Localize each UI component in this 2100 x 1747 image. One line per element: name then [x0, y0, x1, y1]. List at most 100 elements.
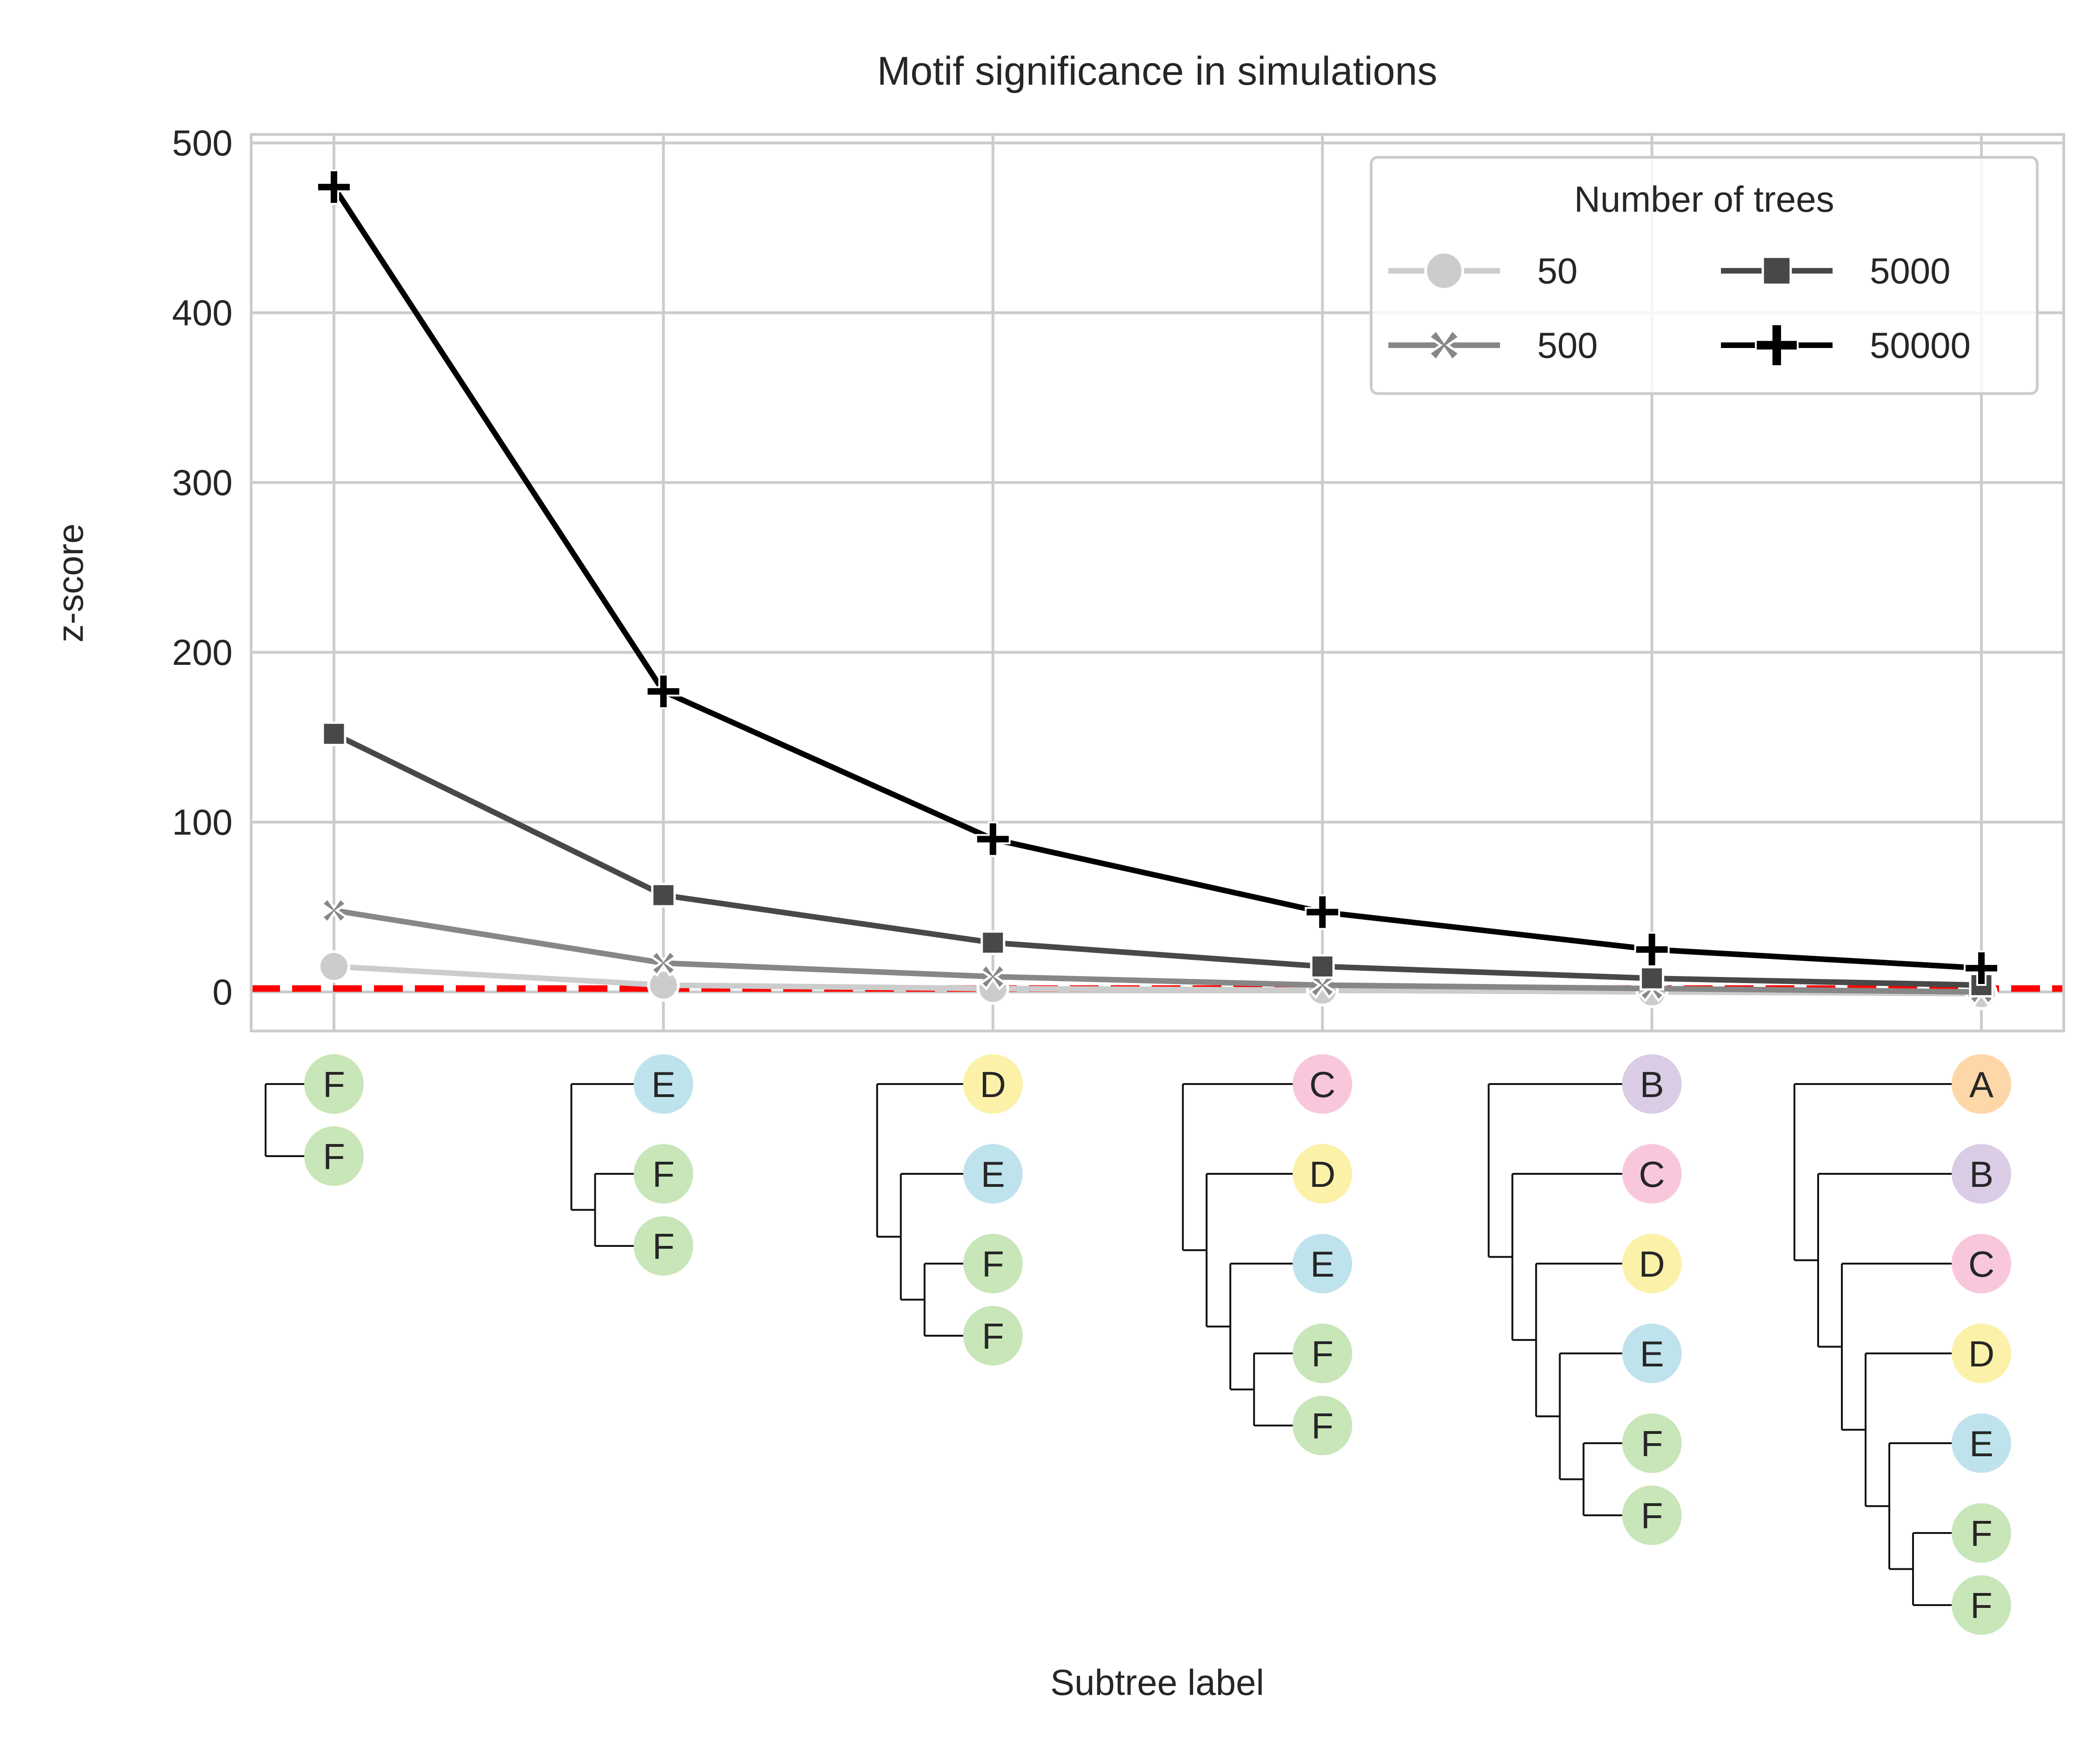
legend-label: 5000: [1870, 250, 1951, 291]
series-line-50: [331, 964, 1984, 997]
leaf-node: [1622, 1054, 1682, 1114]
y-tick-label: 100: [172, 802, 233, 843]
series-5000: [321, 721, 1994, 997]
legend[interactable]: Number of trees 50 500 5000 50000: [1370, 156, 2039, 395]
leaf-label: D: [1639, 1244, 1665, 1285]
leaf-node: [963, 1144, 1023, 1204]
leaf-node: [963, 1306, 1023, 1365]
chart-title: Motif significance in simulations: [877, 49, 1438, 94]
leaf-node: [1293, 1144, 1353, 1204]
leaf-node: [1952, 1575, 2011, 1635]
y-axis-label: z-score: [50, 523, 91, 643]
leaf-label: F: [323, 1136, 345, 1177]
legend-entry-5000: 5000: [1721, 250, 1951, 291]
legend-entry-500: 500: [1388, 325, 1598, 366]
data-point-50: [318, 950, 350, 983]
leaf-node: [1293, 1234, 1353, 1293]
leaf-label: F: [653, 1154, 675, 1195]
leaf-label: A: [1969, 1064, 1993, 1105]
leaf-label: F: [1970, 1585, 1993, 1626]
legend-marker: [1755, 323, 1799, 367]
plot-frame: [250, 133, 2065, 1032]
data-point-5000: [321, 721, 347, 746]
leaf-node: [1622, 1144, 1682, 1204]
data-point-5000: [1640, 966, 1665, 991]
legend-marker: [1761, 255, 1792, 286]
x-tick-subtree-B: B C D E FF: [1487, 1054, 1682, 1545]
leaf-node: [304, 1126, 364, 1186]
x-tick-subtree-D: D E FF: [876, 1054, 1023, 1365]
data-point-50000: [316, 169, 352, 205]
data-point-500: [320, 897, 348, 924]
leaf-label: D: [1309, 1154, 1335, 1195]
leaf-node: [963, 1234, 1023, 1293]
x-tick-subtree-F: FF: [265, 1054, 364, 1186]
data-point-50: [647, 969, 680, 1002]
data-point-5000: [651, 883, 676, 908]
x-tick-subtree-E: E FF: [570, 1054, 693, 1276]
legend-marker: [1427, 328, 1461, 362]
leaf-label: E: [981, 1154, 1005, 1195]
leaf-node: [1952, 1503, 2011, 1563]
leaf-label: F: [1311, 1406, 1333, 1446]
y-tick-label: 300: [172, 462, 233, 503]
y-tick-label: 500: [172, 122, 233, 163]
leaf-label: F: [982, 1244, 1004, 1285]
leaf-label: F: [1641, 1495, 1663, 1536]
leaf-label: B: [1969, 1154, 1993, 1195]
leaf-node: [1622, 1234, 1682, 1293]
legend-marker: [1424, 251, 1464, 291]
leaf-label: F: [323, 1064, 345, 1105]
x-tick-subtree-C: C D E FF: [1182, 1054, 1353, 1455]
leaf-label: E: [651, 1064, 675, 1105]
leaf-node: [1952, 1054, 2011, 1114]
data-point-50000: [1634, 931, 1670, 967]
series-line-500: [331, 907, 1984, 995]
leaf-node: [304, 1054, 364, 1114]
leaf-label: C: [1639, 1154, 1665, 1195]
legend-label: 50000: [1870, 325, 1971, 366]
leaf-node: [1622, 1413, 1682, 1473]
leaf-label: F: [1970, 1513, 1993, 1554]
leaf-node: [1293, 1396, 1353, 1455]
legend-label: 500: [1537, 325, 1598, 366]
series-50000: [316, 169, 1999, 986]
leaf-label: D: [1968, 1333, 1994, 1374]
data-point-500: [649, 949, 678, 977]
leaf-node: [1952, 1234, 2011, 1293]
data-point-50000: [1305, 894, 1340, 930]
leaf-label: F: [1641, 1423, 1663, 1464]
legend-frame: [1370, 156, 2039, 395]
y-axis-ticks: 0 100 200 300 400 500: [172, 122, 233, 1012]
legend-title: Number of trees: [1574, 179, 1834, 220]
data-point-50000: [646, 674, 681, 710]
series-line-5000: [331, 731, 1984, 988]
leaf-label: E: [1310, 1244, 1334, 1285]
leaf-node: [1293, 1324, 1353, 1383]
y-tick-label: 400: [172, 292, 233, 333]
leaf-label: B: [1640, 1064, 1664, 1105]
leaf-node: [1952, 1324, 2011, 1383]
leaf-label: E: [1640, 1333, 1664, 1374]
data-point-500: [1308, 971, 1337, 999]
leaf-label: D: [980, 1064, 1006, 1105]
leaf-label: F: [1311, 1333, 1333, 1374]
leaf-node: [633, 1144, 693, 1204]
data-point-500: [979, 963, 1007, 991]
leaf-node: [1622, 1324, 1682, 1383]
data-point-50000: [975, 821, 1011, 857]
plot-series: [251, 169, 2064, 1010]
leaf-node: [633, 1054, 693, 1114]
leaf-node: [633, 1216, 693, 1276]
leaf-label: C: [1968, 1244, 1994, 1285]
leaf-label: E: [1969, 1423, 1993, 1464]
leaf-label: C: [1309, 1064, 1335, 1105]
legend-entry-50: 50: [1388, 250, 1578, 291]
data-point-5000: [980, 930, 1006, 955]
data-point-50000: [1964, 950, 1999, 986]
leaf-node: [963, 1054, 1023, 1114]
grid-lines: [251, 134, 2064, 1031]
x-tick-subtree-A: A B C D E FF: [1793, 1054, 2011, 1635]
